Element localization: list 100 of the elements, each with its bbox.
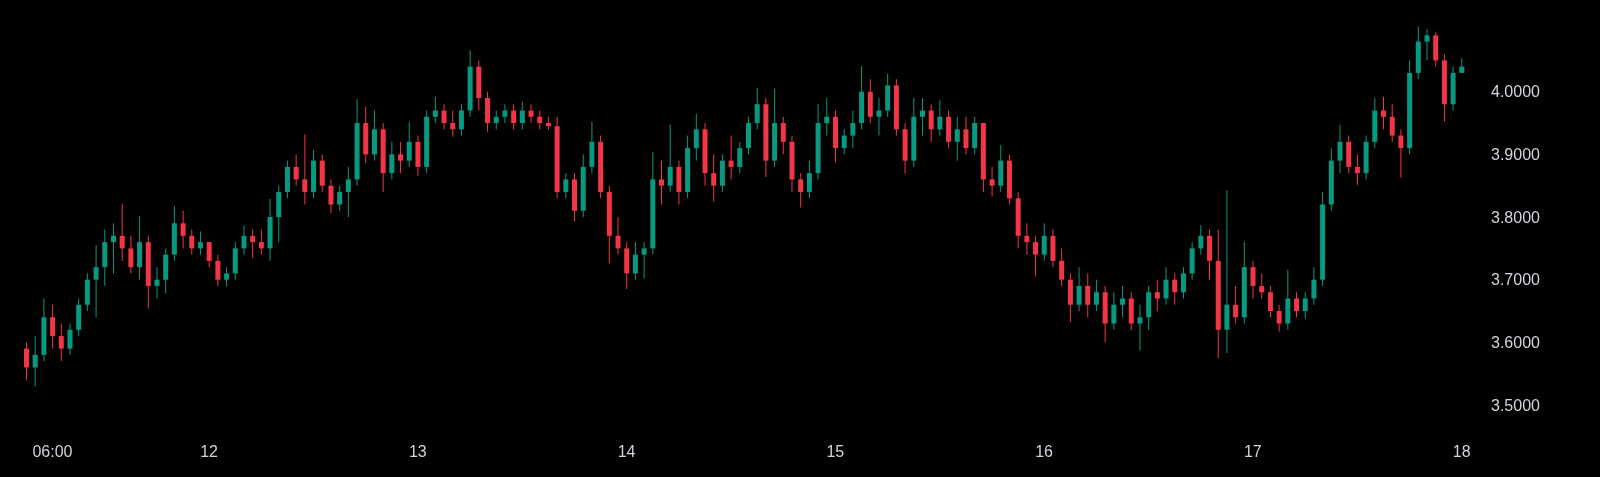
- candlestick: [328, 178, 334, 214]
- candlestick: [1085, 272, 1091, 318]
- candlestick: [806, 160, 812, 199]
- candlestick: [1163, 266, 1169, 306]
- candlestick: [1233, 285, 1239, 325]
- candlestick: [241, 224, 247, 256]
- candlestick: [432, 96, 438, 124]
- x-tick-label: 13: [408, 443, 427, 461]
- candlestick: [528, 103, 534, 124]
- candlestick: [1259, 272, 1265, 299]
- candlestick: [154, 266, 160, 299]
- candlestick: [537, 110, 543, 130]
- y-tick-label: 3.6000: [1491, 334, 1541, 352]
- candlestick: [615, 216, 621, 256]
- candlestick: [250, 229, 256, 259]
- candlestick: [1180, 266, 1186, 299]
- candlestick: [1172, 272, 1178, 306]
- candlestick: [1337, 124, 1343, 174]
- candlestick: [24, 341, 29, 381]
- candlestick: [1033, 235, 1039, 278]
- candlestick: [754, 87, 760, 130]
- candlestick: [1311, 266, 1317, 306]
- candlestick: [458, 103, 464, 137]
- candlestick: [824, 97, 830, 137]
- candlestick: [1398, 128, 1404, 179]
- candlestick: [876, 97, 882, 137]
- candlestick: [1076, 266, 1082, 312]
- candlestick: [1059, 247, 1065, 287]
- candlestick: [450, 110, 456, 138]
- candlestick: [989, 166, 995, 197]
- candlestick: [1093, 279, 1099, 312]
- y-tick-label: 3.7000: [1491, 271, 1541, 289]
- candlestick: [1111, 291, 1117, 331]
- candlestick: [128, 235, 134, 274]
- candlestick: [110, 222, 116, 274]
- candlestick: [398, 141, 404, 174]
- candlestick: [441, 103, 447, 130]
- x-tick-label: 14: [617, 443, 636, 461]
- candlestick: [180, 210, 186, 249]
- candlestick: [1389, 103, 1395, 143]
- x-tick-label: 17: [1243, 443, 1262, 461]
- candlestick: [258, 229, 264, 256]
- candlestick: [1424, 28, 1430, 61]
- candlestick: [519, 101, 525, 130]
- y-tick-label: 3.5000: [1491, 396, 1541, 414]
- x-tick-label: 15: [826, 443, 845, 461]
- candlestick: [1354, 153, 1360, 186]
- candlestick: [632, 241, 638, 281]
- candlestick: [58, 323, 64, 362]
- candlestick: [1250, 260, 1256, 299]
- candlestick: [1381, 96, 1387, 130]
- candlestick: [641, 241, 647, 279]
- y-tick-label: 3.9000: [1491, 146, 1541, 164]
- candlestick: [293, 153, 299, 187]
- candlestick: [197, 230, 203, 256]
- candlestick: [728, 135, 734, 180]
- candlestick: [963, 116, 969, 155]
- candlestick: [841, 128, 847, 155]
- candlestick: [406, 121, 412, 168]
- candlestick: [563, 172, 569, 199]
- candlestick: [780, 116, 786, 155]
- candlestick: [389, 141, 395, 180]
- candlestick: [1137, 304, 1143, 351]
- candlestick: [189, 229, 195, 256]
- candlestick: [798, 172, 804, 209]
- candlestick: [850, 110, 856, 149]
- candlestick: [119, 203, 125, 262]
- candlestick: [711, 153, 717, 202]
- candlestick: [215, 254, 221, 287]
- candlestick: [1276, 304, 1282, 333]
- candlestick: [937, 99, 943, 137]
- candlestick: [511, 103, 517, 130]
- candlestick: [502, 103, 508, 124]
- candlestick: [206, 241, 212, 268]
- candlestick: [93, 244, 99, 318]
- candlestick: [928, 103, 934, 143]
- candlestick: [32, 335, 38, 387]
- x-tick-label: 18: [1452, 443, 1471, 461]
- x-tick-label: 06:00: [32, 443, 73, 461]
- y-tick-label: 3.8000: [1491, 208, 1541, 226]
- candlestick: [224, 266, 230, 288]
- candlestick: [493, 110, 499, 130]
- candlestick: [919, 97, 925, 137]
- candlestick: [737, 141, 743, 174]
- candlestick: [337, 185, 343, 212]
- candlestick: [1302, 291, 1308, 320]
- candlestick: [667, 124, 673, 193]
- x-tick-label: 12: [200, 443, 219, 461]
- y-tick-label: 4.0000: [1491, 83, 1541, 101]
- candlestick: [1198, 224, 1204, 256]
- candlestick: [302, 133, 308, 205]
- candlestick: [659, 160, 665, 205]
- candlestick: [693, 113, 699, 162]
- candlestick: [1024, 222, 1030, 256]
- candlestick: [67, 323, 73, 356]
- candlestick: [1294, 291, 1300, 318]
- candlestick: [50, 304, 56, 350]
- candlestick: [1041, 222, 1047, 262]
- candlestick: [1154, 279, 1160, 312]
- candlestick: [1120, 285, 1126, 318]
